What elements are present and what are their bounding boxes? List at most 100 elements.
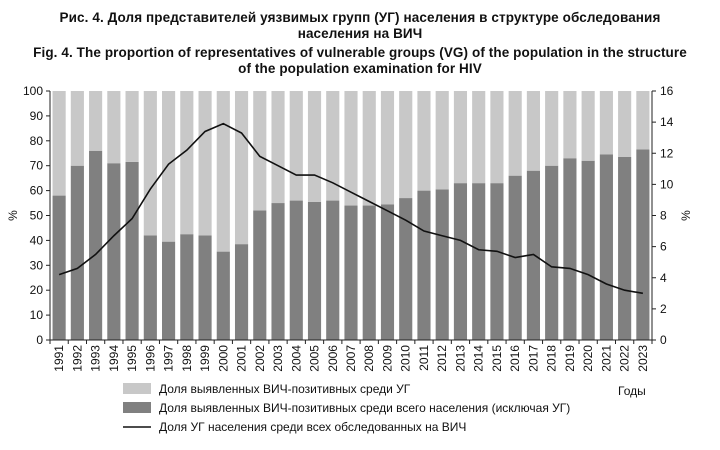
- y-right-tick-label-4: 4: [660, 271, 667, 285]
- x-tick-label-2019: 2019: [563, 345, 577, 372]
- y-left-tick-label-80: 80: [30, 134, 44, 148]
- legend-label-vg: Доля выявленных ВИЧ-позитивных среди УГ: [159, 382, 411, 396]
- bar-segment-vg-1995: [125, 91, 139, 162]
- y-left-tick-label-20: 20: [30, 283, 44, 297]
- x-tick-label-2004: 2004: [289, 345, 303, 372]
- bar-segment-vg-1999: [198, 91, 212, 236]
- bar-segment-general-2008: [362, 205, 376, 340]
- chart-title-en: Fig. 4. The proportion of representative…: [0, 45, 720, 77]
- x-tick-label-2020: 2020: [581, 345, 595, 372]
- legend-label-line: Доля УГ населения среди всех обследованн…: [159, 420, 466, 434]
- bar-segment-general-1996: [143, 235, 157, 340]
- bar-segment-vg-2013: [453, 91, 468, 184]
- bar-segment-vg-1991: [52, 91, 66, 196]
- bar-segment-vg-2020: [581, 91, 595, 161]
- title-en-line-2: of the population examination for HIV: [238, 61, 482, 76]
- bar-segment-vg-2022: [618, 91, 632, 157]
- x-tick-label-2016: 2016: [508, 345, 522, 372]
- bar-segment-general-2004: [289, 200, 303, 340]
- y-left-tick-label-70: 70: [30, 159, 44, 173]
- x-tick-label-1993: 1993: [89, 345, 103, 372]
- bar-segment-vg-1996: [143, 91, 157, 236]
- bar-segment-general-2011: [417, 190, 431, 340]
- x-tick-label-2012: 2012: [435, 345, 449, 372]
- chart-title-ru: Рис. 4. Доля представителей уязвимых гру…: [0, 10, 720, 42]
- bar-segment-vg-2011: [417, 91, 431, 191]
- legend-swatch-general: [123, 402, 151, 413]
- y-right-tick-label-10: 10: [660, 177, 674, 191]
- bar-segment-general-2020: [581, 160, 595, 340]
- bar-segment-vg-1997: [162, 91, 176, 242]
- x-tick-label-2017: 2017: [526, 345, 540, 372]
- x-tick-label-2023: 2023: [636, 345, 650, 372]
- x-axis-title: Годы: [618, 384, 646, 398]
- x-tick-label-2005: 2005: [308, 345, 322, 372]
- x-tick-label-1995: 1995: [125, 345, 139, 372]
- bar-segment-vg-2003: [271, 91, 285, 204]
- bar-segment-general-2022: [618, 156, 632, 340]
- bar-segment-general-2023: [636, 149, 650, 340]
- y-left-tick-label-100: 100: [23, 84, 43, 98]
- y-left-tick-label-50: 50: [30, 209, 44, 223]
- y-left-tick-label-0: 0: [36, 333, 43, 347]
- y-right-tick-label-14: 14: [660, 115, 674, 129]
- bar-segment-general-2019: [563, 158, 577, 340]
- bar-segment-vg-2012: [435, 91, 449, 190]
- bar-segment-general-2012: [435, 189, 449, 340]
- bar-segment-vg-1994: [107, 91, 121, 164]
- bar-segment-vg-2014: [472, 91, 486, 184]
- bar-segment-vg-1992: [70, 91, 84, 166]
- legend-label-general: Доля выявленных ВИЧ-позитивных среди все…: [159, 401, 570, 415]
- y-right-tick-label-8: 8: [660, 209, 667, 223]
- bar-segment-general-2003: [271, 203, 285, 340]
- x-tick-label-2002: 2002: [253, 345, 267, 372]
- bar-segment-general-2006: [326, 200, 340, 340]
- bar-segment-vg-2005: [307, 91, 322, 202]
- x-tick-label-2010: 2010: [399, 345, 413, 372]
- bar-segment-vg-2016: [508, 91, 522, 176]
- y-left-tick-label-90: 90: [30, 109, 44, 123]
- x-tick-label-2022: 2022: [618, 345, 632, 372]
- y-axis-right-title: %: [679, 210, 693, 221]
- x-tick-label-1999: 1999: [198, 345, 212, 372]
- bar-segment-general-2014: [472, 183, 486, 340]
- bar-segment-general-1998: [180, 234, 194, 340]
- bar-segment-vg-2000: [216, 91, 230, 252]
- x-tick-label-2007: 2007: [344, 345, 358, 372]
- x-tick-label-1991: 1991: [52, 345, 66, 372]
- title-ru-line-2: населения на ВИЧ: [297, 26, 423, 41]
- bar-segment-general-2010: [399, 198, 413, 340]
- bar-segment-general-2001: [234, 244, 249, 340]
- bar-segment-vg-2018: [545, 91, 559, 166]
- series-line-vg-share: [58, 122, 644, 295]
- bar-segment-general-2005: [307, 201, 322, 340]
- bar-segment-general-2013: [453, 183, 468, 340]
- bar-segment-general-1992: [70, 165, 84, 340]
- y-right-tick-label-6: 6: [660, 240, 667, 254]
- bar-segment-vg-2008: [362, 91, 376, 206]
- legend-swatch-vg: [123, 383, 151, 394]
- bar-segment-vg-2017: [526, 91, 540, 171]
- bar-segment-general-2015: [490, 183, 504, 340]
- y-left-tick-label-60: 60: [30, 184, 44, 198]
- bar-segment-general-2009: [380, 204, 395, 340]
- bar-segment-general-2021: [599, 154, 613, 340]
- y-axis-left-title: %: [6, 210, 20, 221]
- bar-segment-general-2000: [216, 251, 230, 340]
- bar-segment-general-2002: [253, 210, 267, 340]
- x-tick-label-1997: 1997: [162, 345, 176, 372]
- y-right-tick-label-16: 16: [660, 84, 674, 98]
- x-tick-label-2021: 2021: [599, 345, 613, 372]
- x-tick-label-2018: 2018: [545, 345, 559, 372]
- bar-segment-general-1993: [89, 150, 103, 340]
- bar-segment-vg-1998: [180, 91, 194, 235]
- bar-segment-vg-2007: [344, 91, 358, 206]
- bar-segment-general-1991: [52, 195, 66, 340]
- x-tick-label-2014: 2014: [472, 345, 486, 372]
- y-left-tick-label-30: 30: [30, 258, 44, 272]
- bar-segment-vg-2002: [253, 91, 267, 211]
- x-tick-label-2008: 2008: [362, 345, 376, 372]
- x-tick-label-1998: 1998: [180, 345, 194, 372]
- x-tick-label-2006: 2006: [326, 345, 340, 372]
